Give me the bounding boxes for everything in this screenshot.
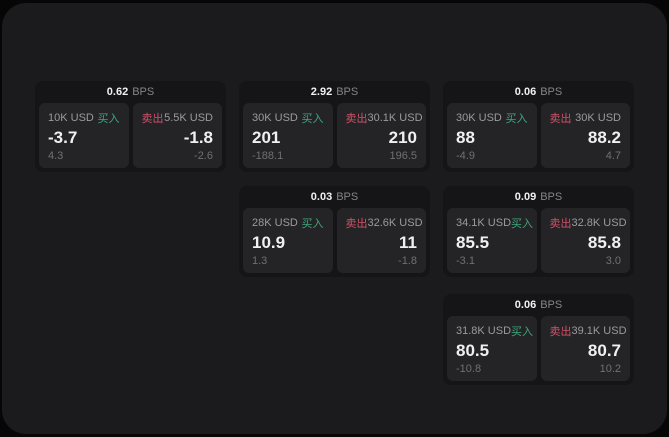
buy-change: -4.9 [456,150,475,162]
bps-unit: BPS [336,86,359,98]
buy-panel[interactable]: 31.8K USD 买入 80.5 -10.8 [447,316,537,381]
bps-header: 0.09 BPS [443,186,634,208]
sell-price: 210 [388,127,417,147]
bps-header: 0.03 BPS [239,186,430,208]
sell-notional: 30K USD [575,112,621,124]
quote-body: 10K USD 买入 -3.7 4.3 卖出 5.5K USD -1.8 -2.… [39,103,222,168]
bps-header: 2.92 BPS [239,81,430,103]
bps-value: 0.06 [514,299,537,311]
buy-label: 买入 [301,113,324,125]
sell-change: 196.5 [389,150,417,162]
buy-change: 1.3 [252,255,268,267]
quote-card: 0.09 BPS 34.1K USD 买入 85.5 -3.1 卖出 32.8K… [443,186,634,277]
buy-notional: 31.8K USD [456,325,512,337]
sell-panel[interactable]: 卖出 32.6K USD 11 -1.8 [336,208,426,273]
buy-change: -3.1 [456,255,475,267]
quote-card: 2.92 BPS 30K USD 买入 201 -188.1 卖出 30.1K … [239,81,430,172]
buy-label: 买入 [97,113,120,125]
buy-notional: 34.1K USD [456,217,512,229]
sell-notional: 39.1K USD [571,325,627,337]
buy-change: -10.8 [456,363,482,375]
buy-change: -188.1 [252,150,284,162]
sell-price: 11 [399,232,417,252]
sell-price: 85.8 [587,232,621,252]
buy-panel[interactable]: 30K USD 买入 201 -188.1 [243,103,333,168]
sell-change: 10.2 [599,363,621,375]
bps-header: 0.62 BPS [35,81,226,103]
sell-price: 80.7 [587,340,621,360]
sell-notional: 30.1K USD [367,112,423,124]
sell-price: 88.2 [587,127,621,147]
bps-value: 0.06 [514,86,537,98]
buy-panel[interactable]: 28K USD 买入 10.9 1.3 [243,208,333,273]
quote-card: 0.03 BPS 28K USD 买入 10.9 1.3 卖出 32.6K US… [239,186,430,277]
quote-card: 0.62 BPS 10K USD 买入 -3.7 4.3 卖出 5.5K USD [35,81,226,172]
quote-card: 0.06 BPS 30K USD 买入 88 -4.9 卖出 30K USD [443,81,634,172]
bps-unit: BPS [540,299,563,311]
buy-price: 88 [456,127,475,147]
sell-change: -2.6 [194,150,213,162]
buy-panel[interactable]: 30K USD 买入 88 -4.9 [447,103,537,168]
sell-notional: 32.8K USD [571,217,627,229]
bps-unit: BPS [540,191,563,203]
buy-notional: 10K USD [48,112,94,124]
sell-notional: 32.6K USD [367,217,423,229]
sell-label: 卖出 [549,218,572,230]
buy-price: 80.5 [456,340,490,360]
sell-price: -1.8 [183,127,213,147]
bps-value: 2.92 [310,86,333,98]
sell-change: 3.0 [605,255,621,267]
buy-price: 10.9 [252,232,286,252]
buy-notional: 28K USD [252,217,298,229]
buy-price: 85.5 [456,232,490,252]
buy-notional: 30K USD [252,112,298,124]
sell-change: 4.7 [605,150,621,162]
buy-label: 买入 [301,218,324,230]
bps-header: 0.06 BPS [443,294,634,316]
buy-label: 买入 [511,326,534,338]
quote-body: 31.8K USD 买入 80.5 -10.8 卖出 39.1K USD 80.… [447,316,630,381]
buy-change: 4.3 [48,150,64,162]
quote-body: 30K USD 买入 88 -4.9 卖出 30K USD 88.2 4.7 [447,103,630,168]
sell-notional: 5.5K USD [164,112,213,124]
buy-label: 买入 [511,218,534,230]
bps-value: 0.62 [106,86,129,98]
sell-label: 卖出 [345,113,368,125]
sell-panel[interactable]: 卖出 32.8K USD 85.8 3.0 [540,208,630,273]
bps-unit: BPS [132,86,155,98]
bps-unit: BPS [540,86,563,98]
app-window: 0.62 BPS 10K USD 买入 -3.7 4.3 卖出 5.5K USD [2,3,667,434]
sell-panel[interactable]: 卖出 39.1K USD 80.7 10.2 [540,316,630,381]
bps-value: 0.03 [310,191,333,203]
quote-card: 0.06 BPS 31.8K USD 买入 80.5 -10.8 卖出 39.1… [443,294,634,385]
buy-price: -3.7 [48,127,78,147]
quote-body: 30K USD 买入 201 -188.1 卖出 30.1K USD 210 1… [243,103,426,168]
sell-panel[interactable]: 卖出 5.5K USD -1.8 -2.6 [132,103,222,168]
bps-value: 0.09 [514,191,537,203]
sell-label: 卖出 [141,113,164,125]
sell-label: 卖出 [549,326,572,338]
sell-panel[interactable]: 卖出 30K USD 88.2 4.7 [540,103,630,168]
sell-label: 卖出 [549,113,572,125]
bps-unit: BPS [336,191,359,203]
quote-body: 28K USD 买入 10.9 1.3 卖出 32.6K USD 11 -1.8 [243,208,426,273]
sell-change: -1.8 [398,255,417,267]
buy-price: 201 [252,127,281,147]
bps-header: 0.06 BPS [443,81,634,103]
sell-label: 卖出 [345,218,368,230]
buy-panel[interactable]: 34.1K USD 买入 85.5 -3.1 [447,208,537,273]
sell-panel[interactable]: 卖出 30.1K USD 210 196.5 [336,103,426,168]
buy-label: 买入 [505,113,528,125]
buy-panel[interactable]: 10K USD 买入 -3.7 4.3 [39,103,129,168]
buy-notional: 30K USD [456,112,502,124]
quote-body: 34.1K USD 买入 85.5 -3.1 卖出 32.8K USD 85.8… [447,208,630,273]
